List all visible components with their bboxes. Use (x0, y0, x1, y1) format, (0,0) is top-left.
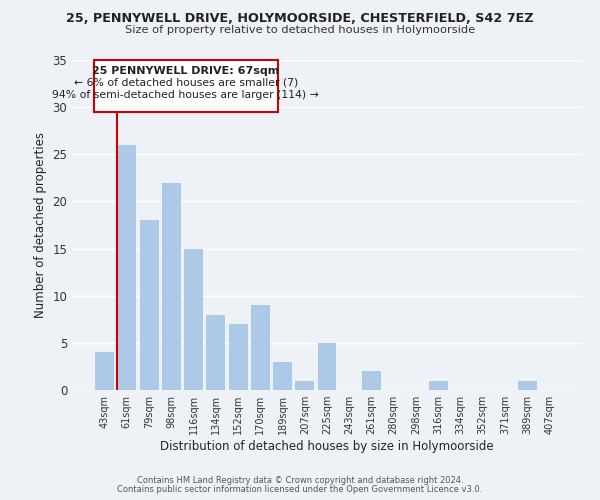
Bar (140, 220, 158, 390)
Bar (295, 380, 314, 390)
Bar (162, 182, 181, 390)
FancyBboxPatch shape (94, 60, 278, 112)
Bar (206, 314, 225, 390)
Text: 94% of semi-detached houses are larger (114) →: 94% of semi-detached houses are larger (… (52, 90, 319, 100)
X-axis label: Distribution of detached houses by size in Holymoorside: Distribution of detached houses by size … (160, 440, 494, 453)
Bar (251, 305, 270, 390)
Bar (95, 352, 114, 390)
Bar (229, 324, 248, 390)
Bar (317, 343, 337, 390)
Text: 25 PENNYWELL DRIVE: 67sqm: 25 PENNYWELL DRIVE: 67sqm (92, 66, 280, 76)
Y-axis label: Number of detached properties: Number of detached properties (34, 132, 47, 318)
Bar (118, 145, 136, 390)
Bar (362, 371, 381, 390)
Bar (184, 248, 203, 390)
Text: 25, PENNYWELL DRIVE, HOLYMOORSIDE, CHESTERFIELD, S42 7EZ: 25, PENNYWELL DRIVE, HOLYMOORSIDE, CHEST… (66, 12, 534, 26)
Text: Contains public sector information licensed under the Open Government Licence v3: Contains public sector information licen… (118, 485, 482, 494)
Bar (273, 362, 292, 390)
Bar (429, 380, 448, 390)
Text: ← 6% of detached houses are smaller (7): ← 6% of detached houses are smaller (7) (74, 78, 298, 88)
Text: Contains HM Land Registry data © Crown copyright and database right 2024.: Contains HM Land Registry data © Crown c… (137, 476, 463, 485)
Text: Size of property relative to detached houses in Holymoorside: Size of property relative to detached ho… (125, 25, 475, 35)
Bar (518, 380, 536, 390)
